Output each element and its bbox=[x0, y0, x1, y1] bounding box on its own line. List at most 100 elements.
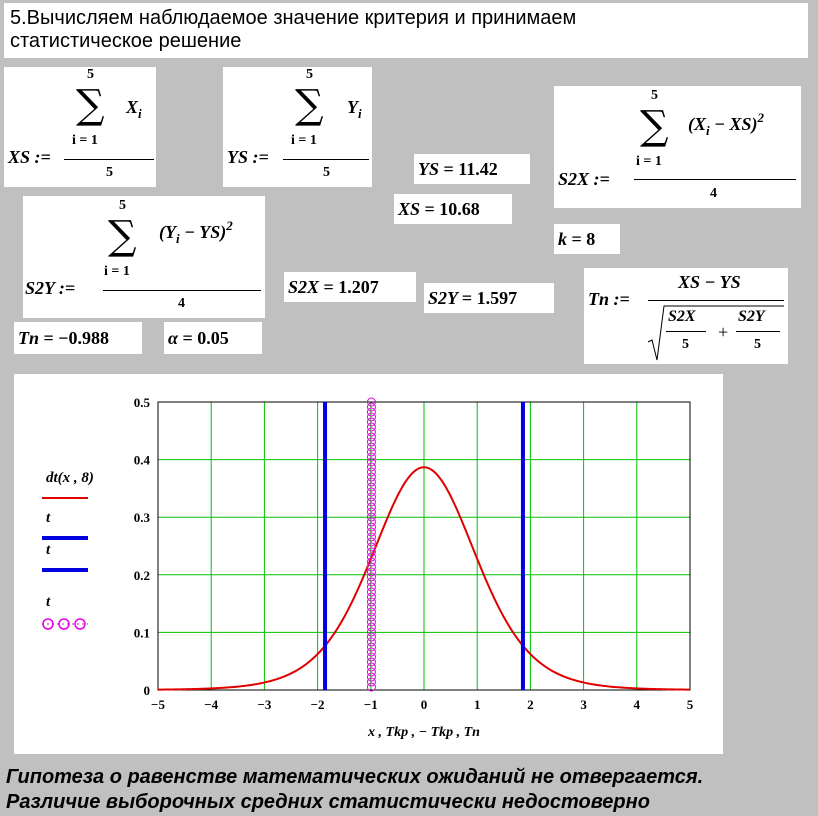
observed-marker bbox=[366, 462, 376, 472]
y-tick-label: 0.5 bbox=[134, 395, 151, 410]
tn-numerator: XS − YS bbox=[678, 272, 741, 292]
xs-result[interactable]: XS = 10.68 bbox=[394, 194, 512, 224]
ys-definition[interactable]: YS := 5 ∑ i = 1 Yi 5 bbox=[223, 67, 372, 187]
observed-marker bbox=[366, 657, 376, 667]
tn-result-name: Tn bbox=[18, 328, 40, 348]
observed-marker bbox=[366, 612, 376, 622]
alpha-result-value: 0.05 bbox=[197, 328, 229, 348]
sum-lower: i = 1 bbox=[72, 133, 98, 148]
observed-marker bbox=[366, 677, 376, 687]
observed-marker bbox=[366, 547, 376, 557]
t-distribution-chart[interactable]: −5 −4 −3 −2 −1 0 1 2 3 4 5 0 0.1 0.2 0.3 0.4 0.5 x , Tkp … bbox=[14, 374, 723, 754]
ys-result-name: YS bbox=[418, 159, 440, 179]
observed-marker bbox=[366, 557, 376, 567]
observed-marker bbox=[366, 582, 376, 592]
observed-marker bbox=[366, 437, 376, 447]
x-tick-label: −2 bbox=[311, 697, 325, 712]
sum-term: Yi bbox=[347, 97, 362, 121]
observed-marker bbox=[366, 682, 376, 692]
legend-label: t bbox=[46, 594, 51, 610]
observed-marker bbox=[366, 662, 376, 672]
observed-marker bbox=[366, 432, 376, 442]
observed-marker bbox=[366, 412, 376, 422]
tn-lhs: Tn := bbox=[588, 289, 630, 309]
alpha-result-name: α bbox=[168, 328, 178, 348]
y-tick-label: 0.2 bbox=[134, 568, 150, 583]
s2y-lhs: S2Y := bbox=[25, 278, 76, 298]
observed-marker bbox=[366, 467, 376, 477]
x-axis-label: x , Tkp , − Tkp , Tn bbox=[367, 725, 480, 740]
plot-frame bbox=[157, 401, 691, 691]
sum-upper: 5 bbox=[87, 67, 94, 82]
observed-marker bbox=[366, 537, 376, 547]
observed-marker bbox=[366, 637, 376, 647]
observed-marker bbox=[366, 517, 376, 527]
tn-definition[interactable]: Tn := XS − YS S2X 5 + S2Y 5 bbox=[584, 268, 788, 364]
sum-upper: 5 bbox=[306, 67, 313, 82]
x-tick-label: −3 bbox=[257, 697, 271, 712]
observed-marker bbox=[366, 572, 376, 582]
tn-term-a-den: 5 bbox=[682, 337, 689, 352]
heading-line-1: 5.Вычисляем наблюдаемое значение критери… bbox=[10, 7, 577, 29]
k-result[interactable]: k = 8 bbox=[554, 224, 620, 254]
observed-marker bbox=[366, 532, 376, 542]
fraction-bar bbox=[283, 159, 369, 160]
x-tick-label: 2 bbox=[527, 697, 534, 712]
observed-marker bbox=[366, 562, 376, 572]
observed-marker bbox=[366, 427, 376, 437]
observed-marker bbox=[366, 542, 376, 552]
denominator: 4 bbox=[710, 186, 717, 201]
sqrt-symbol bbox=[647, 305, 784, 361]
x-tick-label: −4 bbox=[204, 697, 218, 712]
observed-marker bbox=[366, 477, 376, 487]
legend-label: t bbox=[46, 542, 51, 558]
tn-term-b: S2Y bbox=[738, 308, 765, 325]
x-tick-label: 4 bbox=[634, 697, 641, 712]
legend-swatch-circle bbox=[74, 618, 86, 630]
observed-marker bbox=[366, 397, 376, 407]
observed-marker bbox=[366, 647, 376, 657]
observed-marker bbox=[366, 577, 376, 587]
observed-marker bbox=[366, 567, 376, 577]
tn-term-a: S2X bbox=[668, 308, 696, 325]
sigma-symbol: ∑ bbox=[295, 82, 324, 128]
sum-term: (Yi − YS)2 bbox=[159, 218, 233, 246]
observed-marker bbox=[366, 512, 376, 522]
observed-marker bbox=[366, 622, 376, 632]
sum-term: (Xi − XS)2 bbox=[688, 110, 765, 138]
sum-lower: i = 1 bbox=[636, 154, 662, 169]
s2y-definition[interactable]: S2Y := 5 ∑ i = 1 (Yi − YS)2 4 bbox=[23, 196, 265, 318]
observed-marker bbox=[366, 652, 376, 662]
observed-marker bbox=[366, 592, 376, 602]
x-tick-label: 5 bbox=[687, 697, 694, 712]
xs-result-value: 10.68 bbox=[439, 199, 480, 219]
observed-marker bbox=[366, 442, 376, 452]
observed-marker bbox=[366, 502, 376, 512]
sigma-symbol: ∑ bbox=[76, 82, 105, 128]
ys-lhs: YS := bbox=[227, 147, 269, 167]
observed-marker bbox=[366, 497, 376, 507]
section-heading: 5.Вычисляем наблюдаемое значение критери… bbox=[4, 3, 808, 58]
observed-marker bbox=[366, 482, 376, 492]
xs-lhs: XS := bbox=[8, 147, 51, 167]
observed-marker bbox=[366, 452, 376, 462]
fraction-bar-a bbox=[666, 331, 706, 332]
s2x-definition[interactable]: S2X := 5 ∑ i = 1 (Xi − XS)2 4 bbox=[554, 86, 801, 208]
observed-marker bbox=[366, 447, 376, 457]
tn-result[interactable]: Tn = −0.988 bbox=[14, 322, 142, 354]
chart-panel[interactable]: −5 −4 −3 −2 −1 0 1 2 3 4 5 0 0.1 0.2 0.3 0.4 0.5 x , Tkp … bbox=[14, 374, 723, 754]
s2x-result[interactable]: S2X = 1.207 bbox=[284, 272, 416, 302]
observed-marker bbox=[366, 457, 376, 467]
xs-definition[interactable]: XS := 5 ∑ i = 1 Xi 5 bbox=[4, 67, 156, 187]
fraction-bar bbox=[634, 179, 796, 180]
s2y-result[interactable]: S2Y = 1.597 bbox=[424, 283, 554, 313]
ys-result[interactable]: YS = 11.42 bbox=[414, 154, 530, 184]
observed-marker bbox=[366, 587, 376, 597]
plus-sign: + bbox=[718, 322, 729, 342]
k-result-value: 8 bbox=[586, 229, 596, 249]
xs-result-name: XS bbox=[398, 199, 421, 219]
legend-swatch-circle bbox=[58, 618, 70, 630]
observed-marker bbox=[366, 402, 376, 412]
alpha-result[interactable]: α = 0.05 bbox=[164, 322, 262, 354]
observed-marker bbox=[366, 527, 376, 537]
